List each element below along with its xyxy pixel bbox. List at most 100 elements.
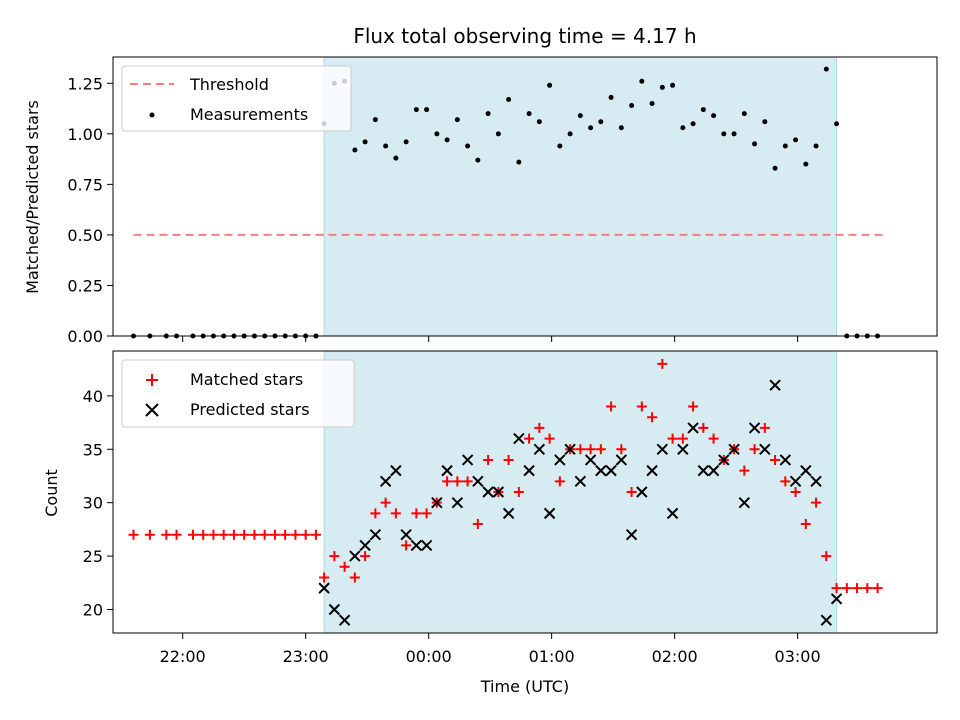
predicted-star-point (431, 496, 443, 509)
measurement-point (629, 103, 635, 109)
predicted-star-point (759, 443, 771, 455)
measurement-point (516, 159, 522, 165)
measurement-point (721, 131, 727, 137)
measurement-point (454, 117, 460, 123)
predicted-star-point (595, 464, 607, 477)
matched-star-point (513, 487, 524, 497)
legend-predicted-swatch (145, 403, 159, 417)
predicted-star-point (359, 539, 371, 552)
matched-star-point (411, 508, 422, 519)
measurement-point (618, 125, 624, 131)
measurement-point (772, 165, 778, 171)
predicted-star-point (369, 529, 382, 541)
matched-star-point (544, 433, 555, 444)
predicted-star-point (420, 539, 433, 552)
matched-star-point (144, 529, 155, 540)
matched-star-point (862, 583, 873, 594)
matched-star-point (872, 583, 883, 594)
matched-star-point (790, 487, 801, 497)
measurement-point (752, 141, 758, 147)
measurement-point (444, 137, 450, 143)
top-y-axis-ticks: 0.00 0.25 0.50 0.75 1.00 1.25 (67, 74, 113, 346)
predicted-star-point (584, 454, 597, 466)
predicted-star-point (574, 475, 587, 488)
observing-span-shade (323, 56, 838, 337)
predicted-star-point (636, 486, 648, 498)
matched-star-point (239, 529, 250, 540)
matched-star-point (329, 551, 340, 562)
predicted-star-point (410, 539, 423, 552)
observing-span-shade (323, 350, 838, 634)
predicted-star-point (718, 454, 730, 466)
matched-star-point (841, 583, 852, 594)
bottom-y-axis-label: Count (42, 469, 61, 517)
measurement-point (434, 131, 440, 137)
legend-matched-label: Matched stars (190, 370, 303, 389)
predicted-star-point (677, 443, 689, 455)
matched-star-point (800, 519, 811, 530)
predicted-star-point (513, 432, 525, 445)
predicted-star-point (523, 464, 535, 477)
predicted-star-point (728, 443, 740, 455)
matched-star-point (688, 401, 699, 412)
measurement-point (690, 121, 696, 127)
predicted-star-point (390, 464, 402, 477)
bottom-panel: 20 25 30 35 40 22:00 23:00 00:00 01:00 02:00 03:0… (42, 350, 938, 696)
matched-star-point (667, 433, 678, 444)
top-observing-span (323, 56, 838, 337)
measurement-point (670, 82, 676, 88)
measurement-point (762, 119, 768, 125)
predicted-star-point (646, 464, 658, 477)
bottom-y-tick-label: 25 (83, 547, 103, 566)
matched-star-point (749, 444, 760, 455)
measurement-point (403, 139, 409, 145)
measurement-point (680, 125, 686, 131)
top-y-tick-label: 0.50 (67, 226, 103, 245)
matched-star-point (228, 529, 239, 540)
predicted-star-point (564, 443, 576, 455)
matched-star-point (554, 476, 565, 487)
predicted-stars-points (318, 379, 843, 626)
matched-star-point (442, 476, 453, 487)
bottom-observing-span (323, 350, 838, 634)
matched-star-point (198, 529, 209, 540)
predicted-star-point (779, 454, 792, 466)
measurement-point (536, 119, 542, 125)
legend-matched-swatch (146, 374, 158, 386)
x-axis-label: Time (UTC) (480, 677, 569, 696)
predicted-star-point (554, 454, 566, 466)
measurement-point (598, 119, 604, 125)
measurement-point (577, 113, 583, 119)
matched-star-point (636, 401, 647, 412)
measurement-point (352, 147, 358, 153)
predicted-star-point (543, 507, 556, 520)
chart-title: Flux total observing time = 4.17 h (353, 24, 696, 48)
predicted-star-point (738, 496, 751, 509)
top-y-tick-label: 0.00 (67, 327, 103, 346)
predicted-star-point (318, 582, 330, 594)
matched-star-point (421, 508, 432, 519)
legend-measurements-label: Measurements (190, 105, 308, 124)
matched-star-point (534, 422, 545, 433)
matched-star-point (128, 529, 139, 540)
predicted-star-point (605, 464, 617, 477)
matched-star-point (208, 529, 219, 540)
top-x-axis-ticks (182, 336, 799, 342)
measurement-point (495, 131, 501, 137)
matched-star-point (319, 572, 330, 583)
matched-star-point (575, 444, 586, 455)
matched-stars-points (128, 358, 883, 594)
measurement-point (741, 111, 747, 117)
measurement-point (485, 111, 491, 117)
predicted-star-point (707, 464, 720, 477)
measurement-point (413, 107, 419, 113)
predicted-star-point (502, 507, 515, 520)
predicted-star-point (328, 603, 341, 616)
matched-star-point (290, 529, 301, 540)
bottom-plot-frame (112, 350, 938, 634)
predicted-star-point (820, 614, 833, 626)
measurement-point (557, 143, 563, 149)
measurement-point (700, 107, 706, 113)
matched-star-point (218, 529, 229, 540)
predicted-star-point (379, 475, 392, 488)
